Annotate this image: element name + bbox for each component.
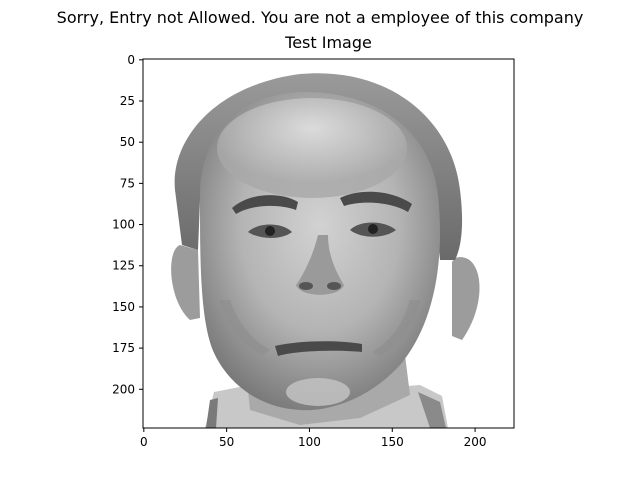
- x-tick-label: 0: [140, 435, 148, 449]
- figure-suptitle: Sorry, Entry not Allowed. You are not a …: [56, 8, 584, 27]
- y-tick-label: 50: [120, 135, 135, 149]
- y-tick-label: 175: [112, 341, 135, 355]
- y-tick-label: 125: [112, 259, 135, 273]
- axes-frame: [142, 58, 515, 429]
- y-tick-label: 100: [112, 218, 135, 232]
- x-tick-label: 200: [464, 435, 487, 449]
- y-axis: 0 25 50 75 100 125 150 175 200: [112, 53, 143, 396]
- y-tick-label: 25: [120, 94, 135, 108]
- x-tick-label: 100: [298, 435, 321, 449]
- x-tick-label: 50: [219, 435, 234, 449]
- y-tick-label: 150: [112, 300, 135, 314]
- axes-title: Test Image: [285, 33, 372, 52]
- x-tick-label: 150: [381, 435, 404, 449]
- y-tick-label: 75: [120, 176, 135, 190]
- y-tick-label: 0: [127, 53, 135, 67]
- x-axis: 0 50 100 150 200: [140, 428, 487, 449]
- y-tick-label: 200: [112, 382, 135, 396]
- face-image: [143, 59, 514, 428]
